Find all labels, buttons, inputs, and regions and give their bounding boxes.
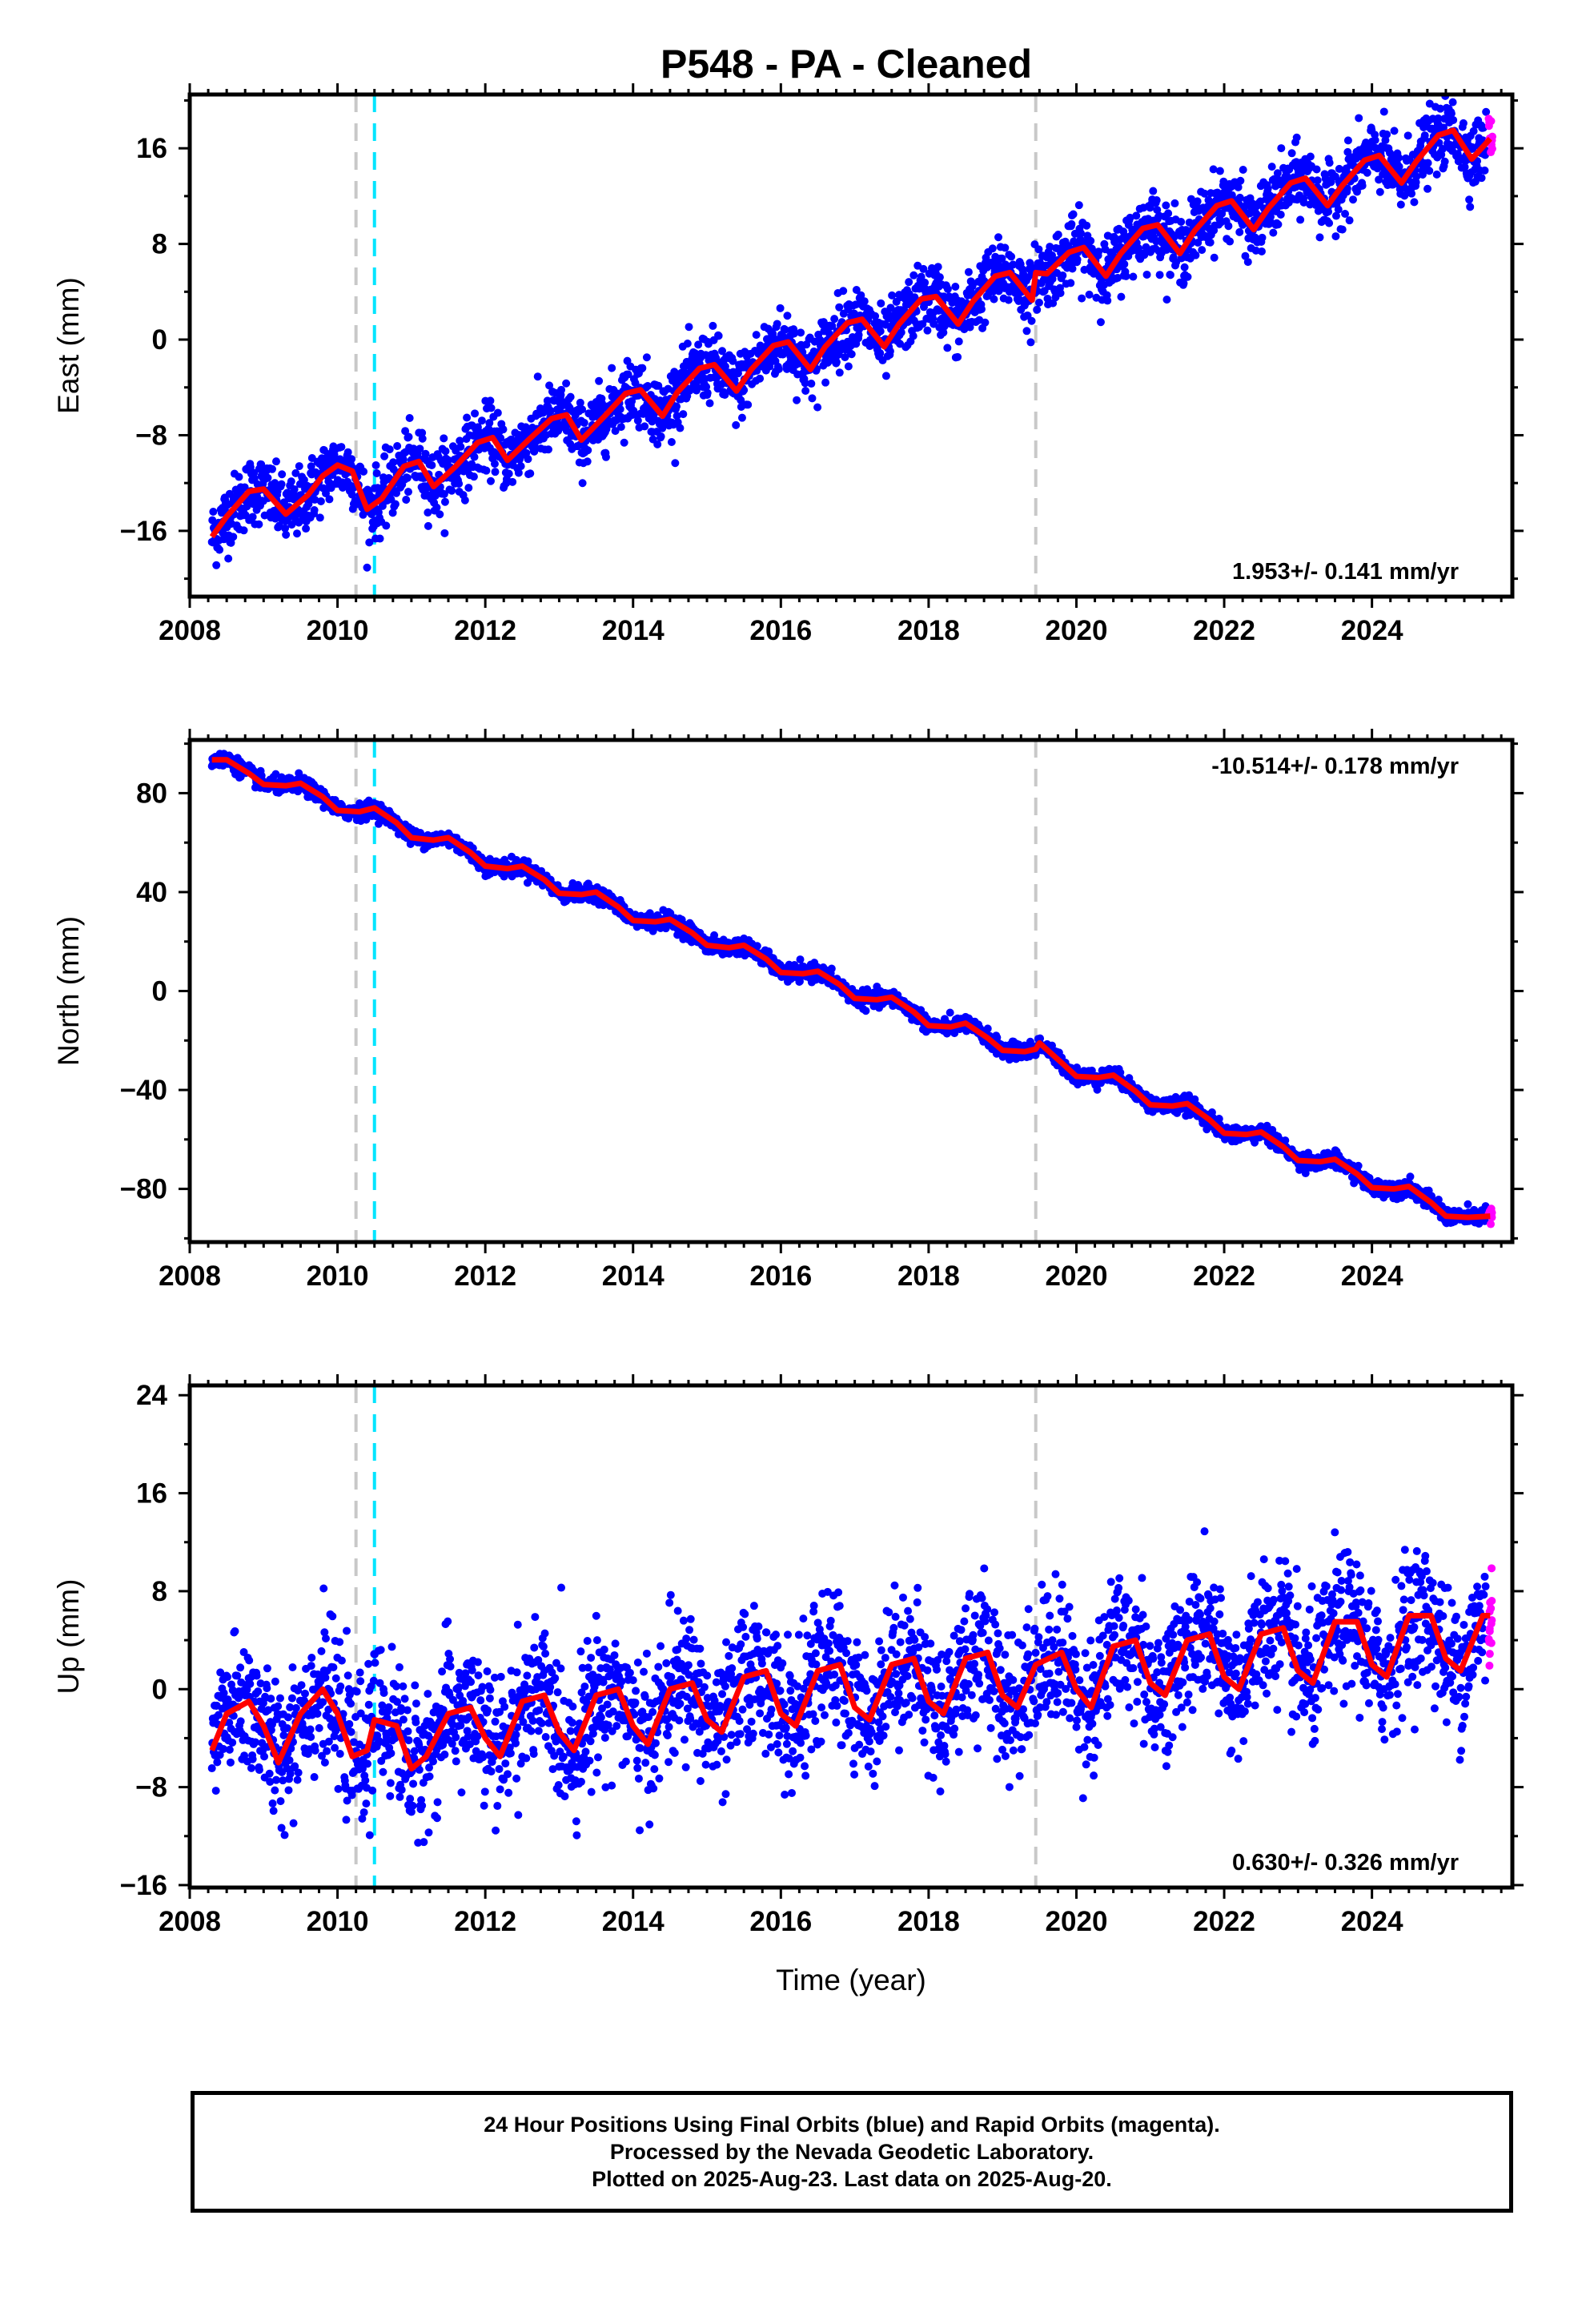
x-tick-label: 2016 [749,1906,812,1937]
x-tick-label: 2020 [1046,615,1108,646]
final-orbit-points [207,750,1491,1228]
rapid-orbit-point [1486,1598,1495,1607]
x-tick-label: 2010 [307,1261,369,1292]
final-orbit-points [207,94,1491,572]
rapid-orbit-point [1485,1650,1494,1659]
y-tick-label: 16 [136,1478,167,1510]
x-tick-label: 2022 [1193,1261,1255,1292]
footer-line-1: 24 Hour Positions Using Final Orbits (bl… [484,2113,1220,2137]
rate-label: -10.514+/- 0.178 mm/yr [1211,754,1459,779]
y-tick-label: −8 [135,420,167,451]
y-axis-label: North (mm) [52,916,85,1066]
x-tick-label: 2018 [897,1906,960,1937]
x-tick-label: 2018 [897,1261,960,1292]
y-tick-label: −16 [120,516,167,547]
x-tick-label: 2016 [749,1261,812,1292]
x-ticks [188,83,1503,608]
x-tick-label: 2020 [1046,1261,1108,1292]
x-tick-label: 2022 [1193,1906,1255,1937]
x-tick-label: 2014 [602,615,665,646]
y-ticks [179,742,1524,1240]
rapid-orbit-point [1486,1220,1495,1228]
x-tick-label: 2018 [897,615,960,646]
y-axis-label: East (mm) [52,277,85,414]
model-fit-line [209,127,1492,539]
footer-line-3: Plotted on 2025-Aug-23. Last data on 202… [592,2167,1112,2191]
y-tick-label: −8 [135,1772,167,1803]
rate-label: 1.953+/- 0.141 mm/yr [1232,559,1459,585]
x-tick-label: 2022 [1193,615,1255,646]
x-axis-label: Time (year) [776,1964,926,1996]
x-tick-label: 2014 [602,1261,665,1292]
x-tick-label: 2010 [307,615,369,646]
north-panel: 2008 2010 2012 2014 2016 2018 2020 2022 2024 80 40… [52,729,1524,1292]
x-tick-label: 2014 [602,1906,665,1937]
up-panel: 2008 2010 2012 2014 2016 2018 2020 2022 2024 24 16… [52,1374,1524,1996]
x-tick-label: 2012 [454,1261,516,1292]
y-tick-label: 0 [152,324,167,356]
rapid-orbit-point [1484,115,1493,123]
y-ticks [179,1393,1524,1887]
x-tick-label: 2020 [1046,1906,1108,1937]
rapid-orbit-point [1485,1624,1494,1633]
event-lines [354,740,1038,1242]
x-tick-label: 2024 [1341,615,1403,646]
y-tick-label: −16 [120,1870,167,1901]
x-tick-label: 2008 [159,615,221,646]
east-panel: 2008 2010 2012 2014 2016 2018 2020 2022 2024 16 8 0… [52,83,1524,646]
final-orbit-scatter [207,94,1491,572]
rapid-orbit-point [1484,1634,1493,1643]
rapid-orbit-points [1484,1564,1496,1670]
x-tick-label: 2024 [1341,1261,1403,1292]
plot-frame [187,1383,1515,1890]
rate-label: 0.630+/- 0.326 mm/yr [1232,1850,1459,1876]
y-ticks [179,99,1524,581]
x-tick-label: 2008 [159,1906,221,1937]
y-tick-label: −80 [120,1174,167,1205]
footer-box: 24 Hour Positions Using Final Orbits (bl… [191,2091,1513,2213]
x-tick-label: 2016 [749,615,812,646]
y-tick-label: 8 [152,1576,167,1607]
final-orbit-scatter [207,750,1491,1228]
rapid-orbit-point [1485,1661,1494,1670]
y-tick-label: 0 [152,1674,167,1705]
y-tick-label: 16 [136,133,167,164]
x-tick-label: 2008 [159,1261,221,1292]
y-tick-label: 40 [136,877,167,908]
x-tick-label: 2024 [1341,1906,1403,1937]
event-lines [354,1385,1038,1888]
x-tick-label: 2012 [454,1906,516,1937]
rapid-orbit-point [1487,148,1496,157]
rapid-orbit-point [1487,1604,1496,1613]
y-axis-label: Up (mm) [52,1579,85,1695]
footer-line-2: Processed by the Nevada Geodetic Laborat… [609,2140,1094,2164]
y-tick-label: 0 [152,976,167,1007]
model-fit-line [211,757,1491,1220]
x-tick-label: 2010 [307,1906,369,1937]
model-fit-line [209,1613,1491,1772]
rapid-orbit-point [1488,1564,1496,1573]
x-tick-label: 2012 [454,615,516,646]
rapid-orbit-points [1484,115,1497,157]
chart-title: P548 - PA - Cleaned [661,42,1032,86]
y-tick-label: 8 [152,229,167,260]
y-tick-label: 24 [136,1380,167,1411]
y-tick-label: 80 [136,778,167,809]
x-ticks [188,1374,1503,1899]
x-ticks [188,729,1503,1253]
y-tick-label: −40 [120,1075,167,1106]
plot-frame [187,92,1515,599]
